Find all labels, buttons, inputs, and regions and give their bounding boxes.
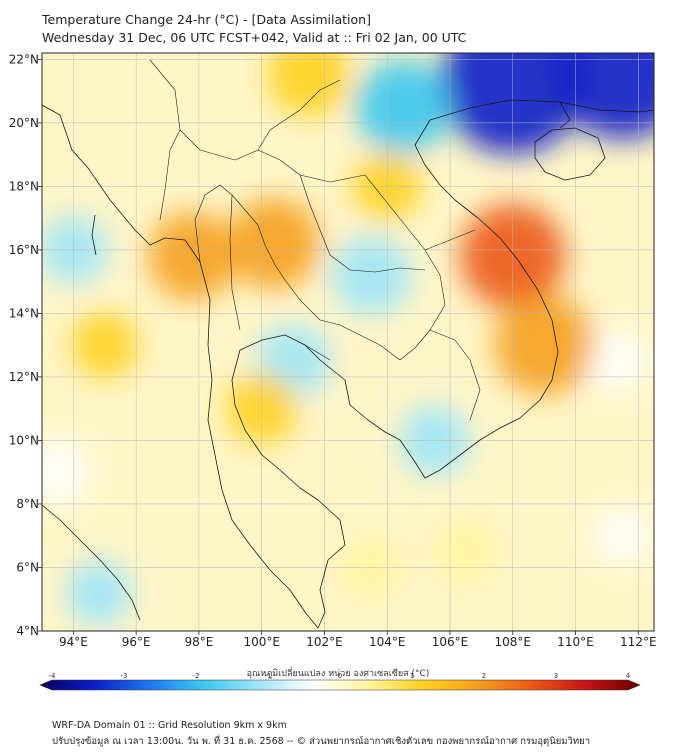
- graticule: [42, 53, 654, 631]
- lat-tick-label-8: 8°N: [16, 497, 39, 511]
- lat-tick-label-22: 22°N: [9, 52, 39, 66]
- field-cold-anomaly-8: [65, 559, 132, 627]
- borders: [149, 59, 481, 421]
- lon-tick-label-104: 104°E: [369, 635, 406, 649]
- colorbar-bar: [39, 679, 641, 691]
- lat-tick-label-6: 6°N: [16, 560, 39, 574]
- field-warm-anomaly-12: [494, 295, 595, 396]
- latitude-tick-labels: 22°N 20°N 18°N 16°N 14°N 12°N 10°N 8°N 6°N 4°N: [9, 52, 42, 638]
- colorbar-tick-2: 2: [482, 672, 486, 680]
- map-panel: 94°E 96°E 98°E 100°E 102°E 104°E 106°E 108°E 110…: [9, 52, 657, 649]
- lat-tick-label-16: 16°N: [9, 243, 39, 257]
- lat-tick-label-20: 20°N: [9, 116, 39, 130]
- temperature-field: [42, 53, 654, 627]
- colorbar-tick-0: 0: [338, 672, 342, 680]
- coastline-sumatra: [42, 504, 141, 621]
- lon-tick-label-112: 112°E: [620, 635, 657, 649]
- map-frame: [41, 52, 655, 632]
- chart-title: Temperature Change 24-hr (°C) - [Data As…: [42, 12, 371, 27]
- footer-model-info: WRF-DA Domain 01 :: Grid Resolution 9km …: [52, 720, 287, 731]
- coastline-andaman: [91, 214, 97, 256]
- lon-tick-label-100: 100°E: [243, 635, 280, 649]
- lat-tick-label-12: 12°N: [9, 370, 39, 384]
- coastlines-and-borders: [42, 59, 654, 629]
- lon-tick-label-102: 102°E: [306, 635, 343, 649]
- colorbar: -4 -3 -2 -1 0 1 2 3 4: [39, 672, 641, 691]
- field-warm-anomaly-19: [433, 519, 498, 584]
- colorbar-tick--3: -3: [121, 672, 128, 680]
- coastline-leizhou: [559, 101, 571, 129]
- lon-tick-label-106: 106°E: [432, 635, 469, 649]
- field-cold-anomaly-3: [331, 235, 412, 316]
- colorbar-label: อุณหภูมิเปลี่ยนแปลง หน่วย องศาเซลเซียส (…: [246, 669, 430, 679]
- lon-tick-label-108: 108°E: [495, 635, 532, 649]
- field-warm-anomaly-13: [148, 211, 238, 301]
- colorbar-tick-3: 3: [554, 672, 558, 680]
- colorbar-tick-4: 4: [626, 672, 631, 680]
- lon-tick-label-94: 94°E: [59, 635, 88, 649]
- field-warm-anomaly-15: [267, 53, 351, 117]
- field-warm-anomaly-14: [228, 197, 321, 290]
- coastline-hainan: [534, 127, 606, 181]
- lat-tick-label-18: 18°N: [9, 179, 39, 193]
- lon-tick-label-98: 98°E: [184, 635, 213, 649]
- colorbar-tick--2: -2: [193, 672, 200, 680]
- lon-tick-label-96: 96°E: [122, 635, 151, 649]
- colorbar-tick-1: 1: [410, 672, 414, 680]
- lat-tick-label-4: 4°N: [16, 624, 39, 638]
- field-cold-anomaly-7: [42, 440, 90, 504]
- footer-credit: ปรับปรุงข้อมูล ณ เวลา 13:00น. วัน พ. ที่…: [52, 736, 591, 747]
- colorbar-tick--4: -4: [49, 672, 57, 680]
- field-cold-anomaly-9: [585, 330, 647, 392]
- field-cold-anomaly-2: [355, 59, 451, 155]
- lat-tick-label-10: 10°N: [9, 433, 39, 447]
- longitude-tick-labels: 94°E 96°E 98°E 100°E 102°E 104°E 106°E 108°E 110…: [59, 631, 657, 649]
- field-cold-anomaly-10: [595, 508, 651, 564]
- colorbar-tick--1: -1: [265, 672, 272, 680]
- coastline-mainland: [42, 99, 654, 629]
- lon-tick-label-110: 110°E: [557, 635, 594, 649]
- field-warm-anomaly-17: [71, 311, 138, 379]
- colorbar-ticks: -4 -3 -2 -1 0 1 2 3 4: [49, 672, 631, 680]
- lat-tick-label-14: 14°N: [9, 306, 39, 320]
- chart-subtitle: Wednesday 31 Dec, 06 UTC FCST+042, Valid…: [42, 30, 467, 45]
- field-cold-anomaly-1: [555, 53, 654, 139]
